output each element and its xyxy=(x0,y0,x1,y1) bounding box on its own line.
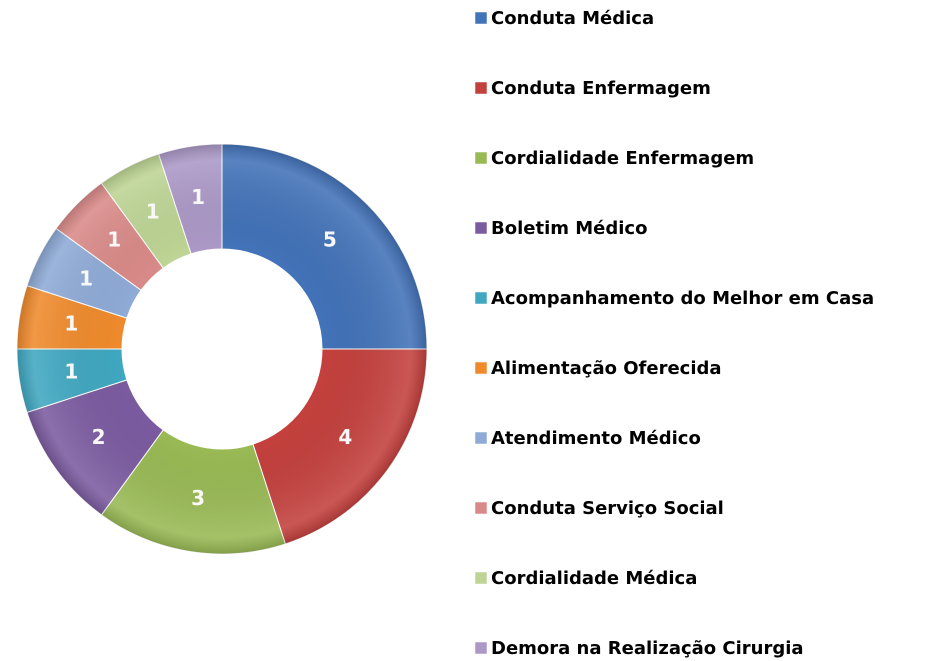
legend-label: Acompanhamento do Melhor em Casa xyxy=(491,288,874,309)
legend-label: Alimentação Oferecida xyxy=(491,358,722,379)
legend-label: Demora na Realização Cirurgia xyxy=(491,638,804,659)
slice-label: 1 xyxy=(146,200,160,224)
legend-swatch xyxy=(474,81,488,95)
slice-label: 1 xyxy=(107,228,121,252)
legend-label: Conduta Serviço Social xyxy=(491,498,724,519)
slice-label: 2 xyxy=(92,425,106,449)
legend-label: Boletim Médico xyxy=(491,218,647,239)
legend-swatch xyxy=(474,431,488,445)
legend-label: Conduta Médica xyxy=(491,8,654,29)
slice-label: 1 xyxy=(79,266,93,290)
legend-label: Atendimento Médico xyxy=(491,428,701,449)
legend-label: Cordialidade Médica xyxy=(491,568,697,589)
slice-label: 1 xyxy=(64,359,78,383)
legend-swatch xyxy=(474,361,488,375)
slice-label: 5 xyxy=(323,228,337,252)
legend-swatch xyxy=(474,221,488,235)
legend-swatch xyxy=(474,151,488,165)
legend-label: Cordialidade Enfermagem xyxy=(491,148,754,169)
legend-swatch xyxy=(474,571,488,585)
legend-label: Conduta Enfermagem xyxy=(491,78,711,99)
legend-swatch xyxy=(474,641,488,655)
slice-label: 1 xyxy=(64,312,78,336)
legend-swatch xyxy=(474,501,488,515)
slice-label: 1 xyxy=(191,185,205,209)
slice-label: 3 xyxy=(191,486,205,510)
slice-label: 4 xyxy=(338,425,352,449)
legend-swatch xyxy=(474,11,488,25)
legend-swatch xyxy=(474,291,488,305)
